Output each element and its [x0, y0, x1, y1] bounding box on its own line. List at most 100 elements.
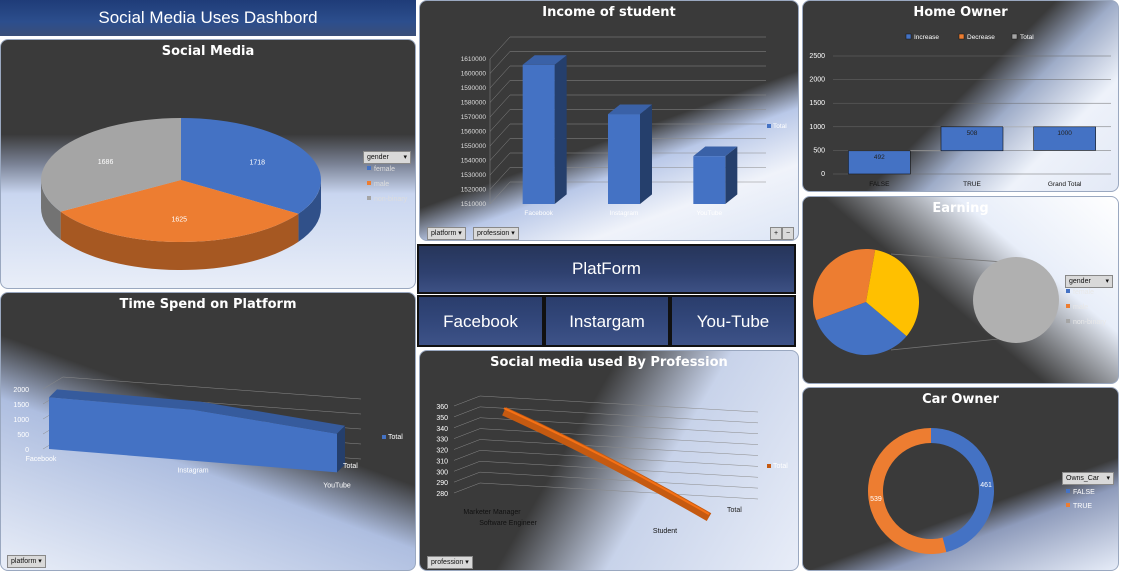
collapse-button[interactable]: −: [782, 227, 795, 240]
x-tick-label: Instagram: [177, 468, 208, 475]
legend-label: Total: [773, 463, 788, 470]
gridline-depth: [453, 450, 481, 461]
expand-button[interactable]: +: [770, 227, 783, 240]
profession-filter[interactable]: profession ▾: [427, 556, 473, 569]
gridline-depth: [453, 482, 481, 494]
pie-slice-side: [298, 180, 321, 242]
y-tick-label: 300: [436, 469, 448, 476]
gridline-depth: [453, 406, 481, 418]
gridline: [479, 482, 759, 500]
y-tick-label: 2000: [13, 387, 29, 394]
filter-label: Owns_Car: [1066, 475, 1100, 482]
filter-label: gender: [1069, 278, 1091, 285]
dashboard-title: Social Media Uses Dashbord: [0, 0, 416, 36]
slicer-item-facebook[interactable]: Facebook: [417, 295, 544, 347]
y-tick-label: 350: [436, 415, 448, 422]
x-tick-label: Facebook: [26, 456, 57, 463]
legend-swatch: [1066, 319, 1070, 323]
y-tick-label: 290: [436, 480, 448, 487]
legend-swatch: [367, 196, 371, 200]
earning-chart: Earning female male non-binary gender ▾: [802, 196, 1119, 384]
gridline: [479, 471, 759, 489]
legend-label: male: [374, 181, 389, 188]
pie-slice: [181, 118, 321, 214]
pie-slice-side: [60, 211, 299, 270]
chart-title: Social Media: [161, 44, 255, 59]
legend-label: female: [374, 166, 395, 173]
filter-label: profession: [431, 559, 464, 566]
income-chart: Income of student 1510000 1520000 1530000 1…: [419, 0, 799, 241]
y-tick-label: 1610000: [461, 56, 487, 63]
area-top: [49, 389, 345, 434]
data-label: 1000: [1057, 130, 1072, 137]
gridline: [479, 428, 759, 445]
gridline-depth: [489, 80, 511, 103]
gridline-depth: [453, 428, 481, 439]
bar-side: [725, 146, 738, 204]
line-series: [502, 407, 712, 522]
connector-line: [890, 253, 1019, 264]
platform-filter[interactable]: platform ▾: [427, 227, 466, 240]
gridline-depth: [489, 109, 511, 132]
depth-label: Total: [343, 463, 358, 470]
legend-swatch: [1066, 289, 1070, 293]
gridline-depth: [453, 395, 481, 407]
dropdown-arrow-icon: ▾: [1106, 475, 1110, 482]
gridline: [479, 450, 759, 467]
legend-swatch: [367, 166, 371, 170]
doughnut-slice: [931, 428, 995, 553]
gridline-depth: [453, 439, 481, 450]
profession-filter[interactable]: profession ▾: [473, 227, 519, 240]
gridline-depth: [489, 138, 511, 161]
platform-slicer-header: PlatForm: [417, 244, 796, 294]
y-tick-label: 340: [436, 426, 448, 433]
legend-label: Total: [388, 434, 403, 441]
gender-filter[interactable]: gender ▾: [1065, 275, 1113, 288]
x-tick-label: Marketer Manager: [463, 509, 521, 516]
time-spend-chart: Time Spend on Platform 0 500 1000 1500 2000 F…: [0, 292, 416, 571]
dropdown-arrow-icon: ▾: [38, 558, 42, 565]
y-tick-label: 2000: [809, 77, 825, 84]
data-label: 461: [980, 482, 992, 489]
pie-slice: [816, 302, 907, 355]
owns-car-filter[interactable]: Owns_Car ▾: [1062, 472, 1114, 485]
line-series-highlight: [503, 407, 710, 515]
bar-top: [522, 55, 567, 65]
legend-label: Decrease: [967, 34, 995, 41]
gridline-depth: [489, 65, 511, 89]
gridline-depth: [453, 471, 481, 483]
legend-label: Total: [1020, 34, 1034, 41]
platform-filter[interactable]: platform ▾: [7, 555, 46, 568]
y-tick-label: 1560000: [461, 129, 487, 136]
data-label: 1686: [98, 159, 114, 166]
y-tick-label: 1540000: [461, 158, 487, 165]
gridline-depth: [489, 123, 511, 147]
gender-filter[interactable]: gender ▾: [363, 151, 411, 164]
legend-swatch: [1011, 33, 1018, 40]
legend-swatch: [1066, 489, 1070, 493]
depth-label: Total: [727, 507, 742, 514]
gridline-depth: [42, 376, 64, 390]
gridline: [62, 376, 362, 400]
y-tick-label: 500: [813, 147, 825, 154]
bar-top: [693, 146, 738, 157]
y-tick-label: 360: [436, 404, 448, 411]
area-series: [49, 397, 337, 473]
gridline-depth: [489, 94, 511, 118]
y-tick-label: 1000: [809, 124, 825, 131]
bar-side: [640, 104, 652, 204]
slicer-item-youtube[interactable]: You-Tube: [670, 295, 796, 347]
chart-title: Time Spend on Platform: [119, 297, 297, 312]
bar-side: [554, 55, 567, 205]
bar: [940, 126, 1004, 152]
legend-label: Increase: [914, 34, 939, 41]
pie-slice-side: [41, 180, 61, 240]
x-tick-label: TRUE: [963, 181, 981, 188]
slicer-item-instagram[interactable]: Instargam: [544, 295, 670, 347]
x-tick-label: Student: [653, 528, 677, 535]
gridline-depth: [489, 181, 511, 205]
chart-title: Earning: [932, 201, 989, 216]
chart-title: Home Owner: [913, 5, 1008, 20]
y-tick-label: 1600000: [461, 71, 487, 78]
chart-title: Social media used By Profession: [490, 355, 728, 370]
